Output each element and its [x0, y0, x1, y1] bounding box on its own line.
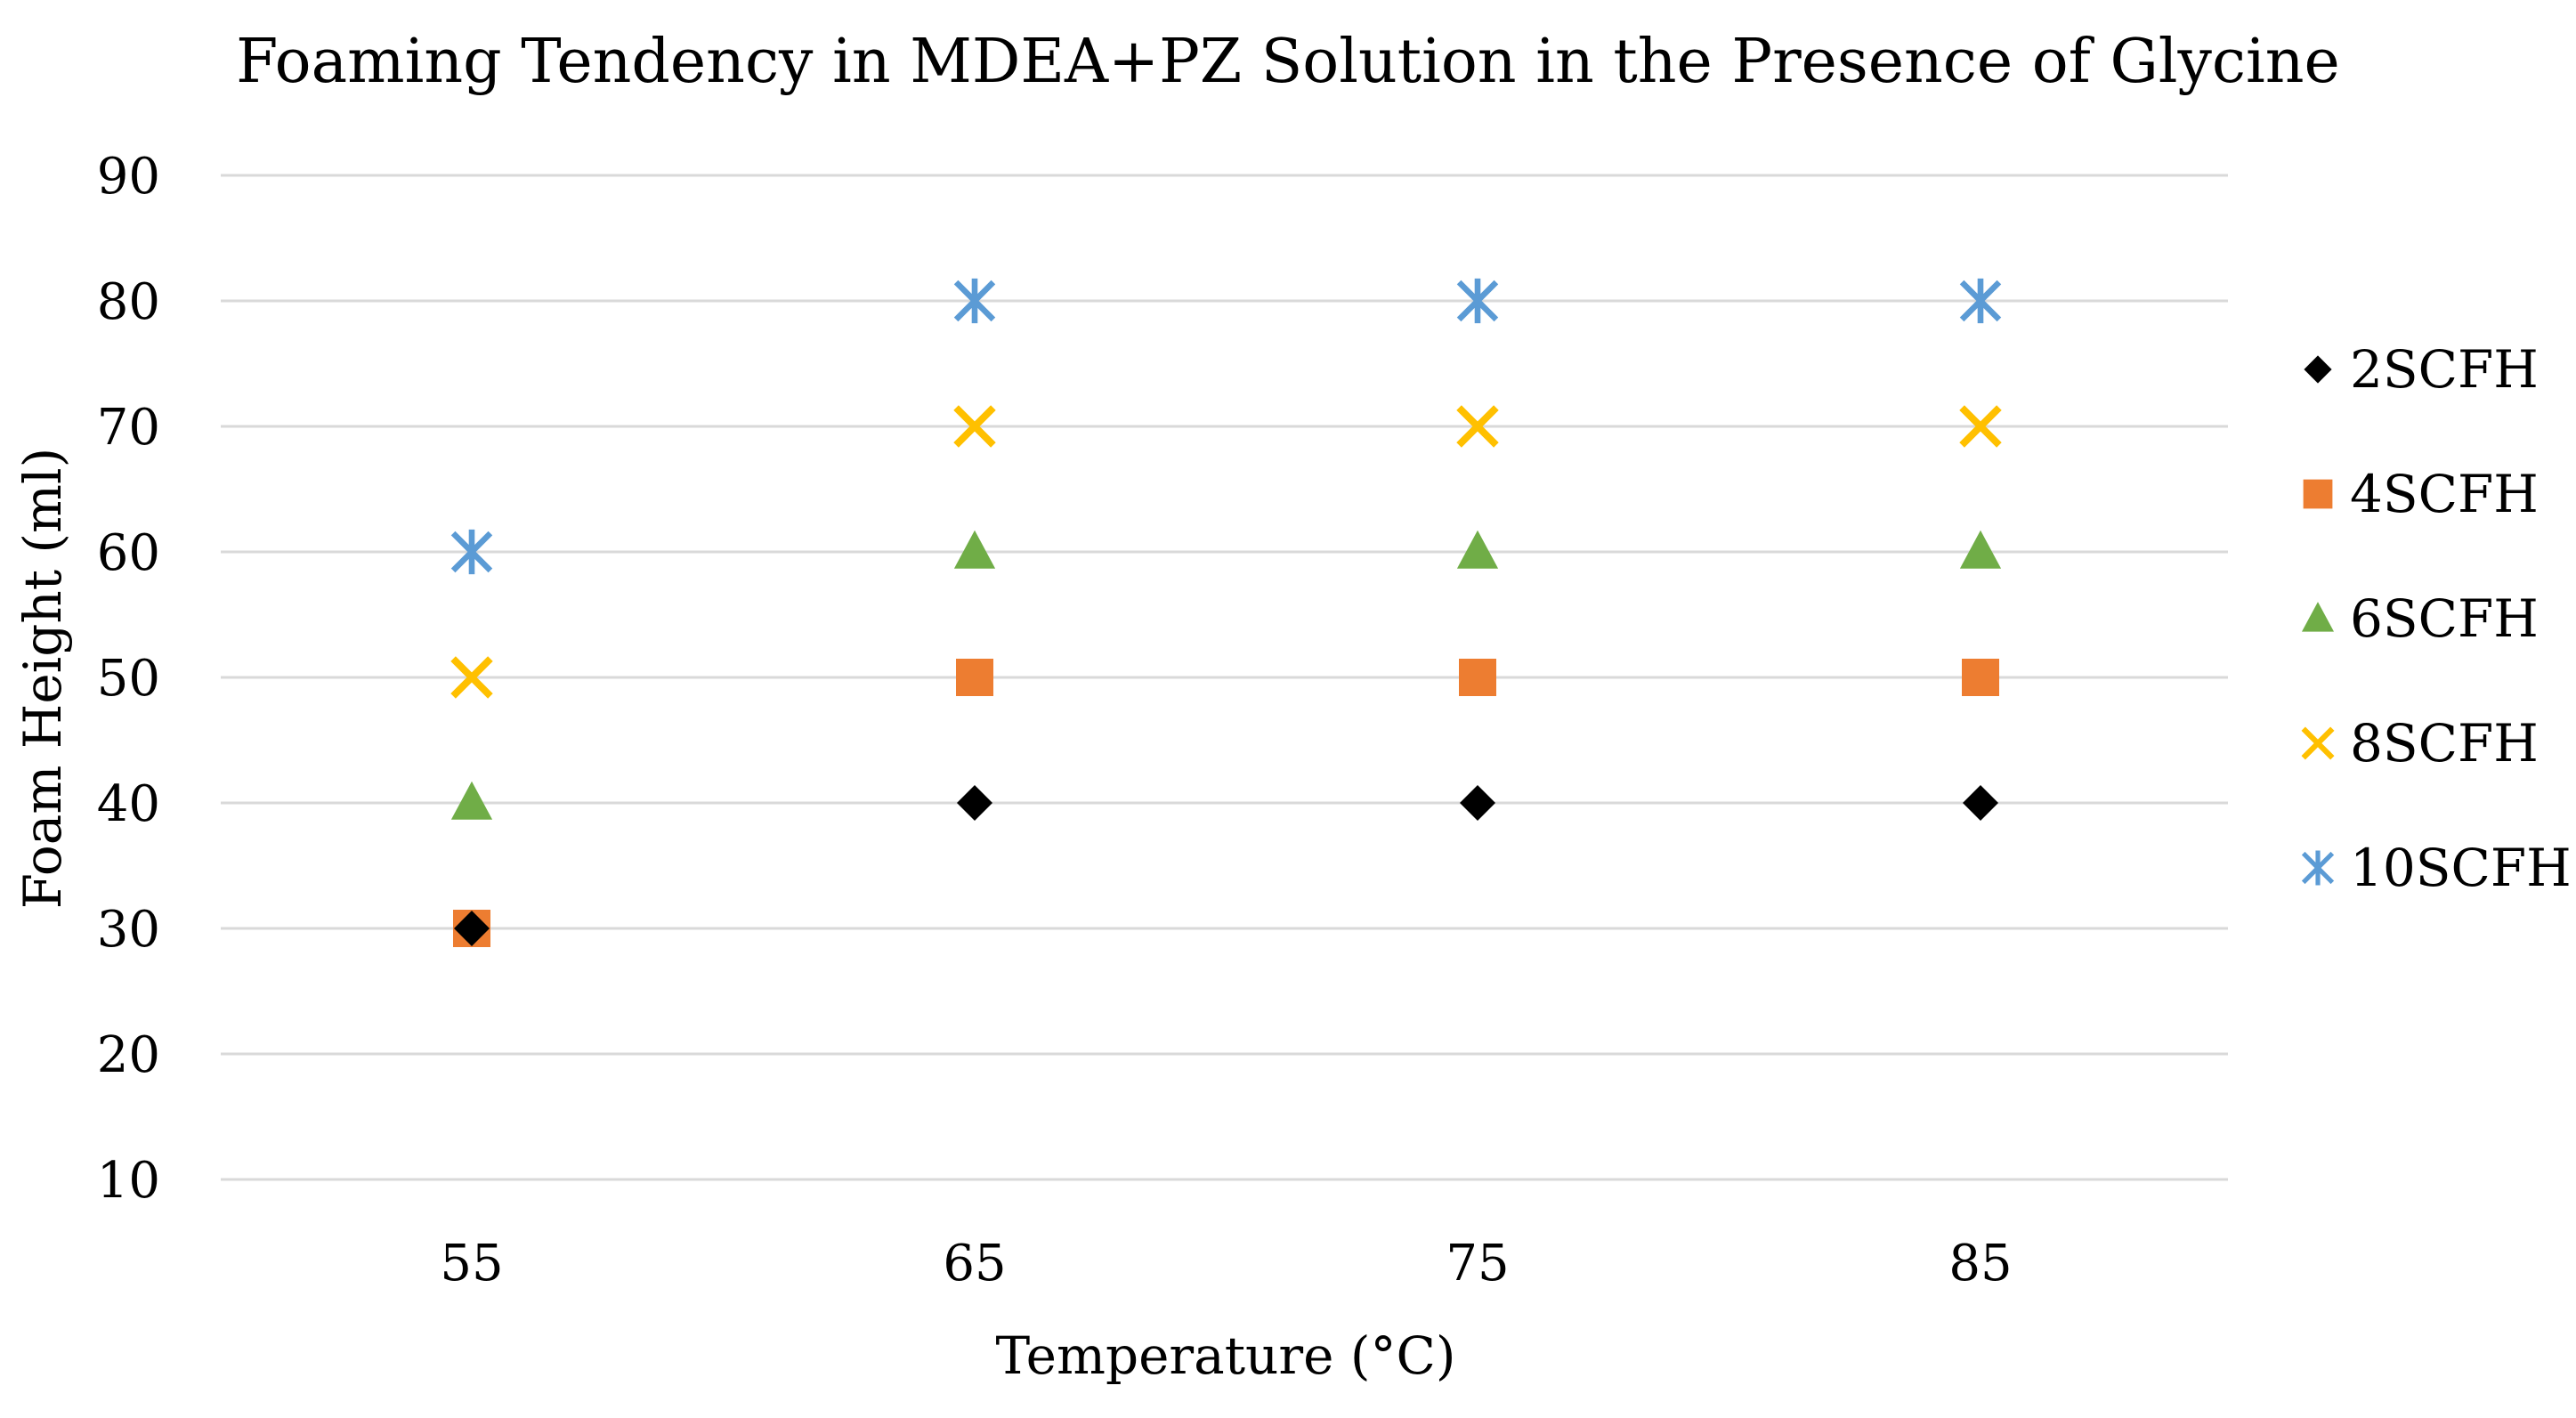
- legend-marker-10SCFH: [2301, 850, 2335, 886]
- point-10SCFH-55-shape: [450, 529, 493, 575]
- point-10SCFH-85: [1959, 278, 2002, 324]
- point-6SCFH-55-shape: [450, 781, 493, 820]
- legend-label-4SCFH: 4SCFH: [2350, 464, 2539, 524]
- point-6SCFH-55: [450, 781, 493, 820]
- legend-item-4SCFH: 4SCFH: [2303, 464, 2539, 524]
- point-4SCFH-75-shape: [1459, 659, 1496, 696]
- series-10SCFH: [450, 278, 2002, 575]
- point-10SCFH-75: [1456, 278, 1499, 324]
- series-2SCFH: [454, 785, 1998, 946]
- x-axis-title: Temperature (°C): [995, 1325, 1455, 1386]
- point-2SCFH-55: [454, 911, 490, 946]
- y-tick-label-20: 20: [97, 1026, 160, 1084]
- x-tick-label-75: 75: [1446, 1235, 1509, 1292]
- point-4SCFH-65-shape: [956, 659, 993, 696]
- point-8SCFH-85: [1959, 405, 2002, 448]
- legend-item-2SCFH: 2SCFH: [2304, 339, 2539, 400]
- point-10SCFH-65-shape: [953, 278, 996, 324]
- point-2SCFH-85-shape: [1963, 785, 1998, 821]
- point-2SCFH-75: [1460, 785, 1495, 821]
- point-8SCFH-85-shape: [1959, 405, 2002, 448]
- y-tick-label-70: 70: [97, 399, 160, 457]
- legend-item-10SCFH: 10SCFH: [2301, 838, 2572, 898]
- y-tick-label-50: 50: [97, 650, 160, 708]
- legend-label-8SCFH: 8SCFH: [2350, 713, 2539, 774]
- x-tick-label-55: 55: [440, 1235, 503, 1292]
- legend-marker-6SCFH: [2301, 602, 2335, 632]
- x-tick-label-65: 65: [943, 1235, 1006, 1292]
- point-4SCFH-65: [956, 659, 993, 696]
- point-2SCFH-55-shape: [454, 911, 490, 946]
- point-6SCFH-65: [953, 530, 996, 569]
- legend: 2SCFH 4SCFH 6SCFH 8SCFH 10SCFH: [2301, 339, 2572, 898]
- point-10SCFH-55: [450, 529, 493, 575]
- point-2SCFH-65-shape: [957, 785, 992, 821]
- legend-marker-6SCFH-shape: [2301, 602, 2335, 632]
- point-4SCFH-85-shape: [1962, 659, 1999, 696]
- point-8SCFH-65: [953, 405, 996, 448]
- chart-title: Foaming Tendency in MDEA+PZ Solution in …: [236, 27, 2340, 97]
- y-tick-label-10: 10: [97, 1152, 160, 1210]
- legend-marker-4SCFH: [2303, 479, 2333, 509]
- data-points: [450, 278, 2002, 947]
- x-tick-label-85: 85: [1948, 1235, 2012, 1292]
- y-tick-label-60: 60: [97, 524, 160, 582]
- point-8SCFH-55-shape: [450, 656, 493, 699]
- legend-marker-2SCFH: [2304, 355, 2332, 384]
- point-2SCFH-65: [957, 785, 992, 821]
- point-4SCFH-85: [1962, 659, 1999, 696]
- legend-marker-8SCFH-shape: [2301, 726, 2335, 760]
- legend-marker-10SCFH-shape: [2301, 850, 2335, 886]
- point-4SCFH-75: [1459, 659, 1496, 696]
- point-6SCFH-85: [1959, 530, 2002, 569]
- legend-label-2SCFH: 2SCFH: [2350, 339, 2539, 400]
- point-8SCFH-65-shape: [953, 405, 996, 448]
- series-8SCFH: [450, 405, 2002, 699]
- point-6SCFH-75-shape: [1456, 530, 1499, 569]
- legend-item-6SCFH: 6SCFH: [2301, 588, 2539, 649]
- point-8SCFH-55: [450, 656, 493, 699]
- point-6SCFH-75: [1456, 530, 1499, 569]
- point-10SCFH-75-shape: [1456, 278, 1499, 324]
- y-tick-label-90: 90: [97, 148, 160, 206]
- point-10SCFH-85-shape: [1959, 278, 2002, 324]
- point-8SCFH-75: [1456, 405, 1499, 448]
- legend-item-8SCFH: 8SCFH: [2301, 713, 2539, 774]
- y-axis-ticks: 10 20 30 40 50 60 70 80 90: [97, 148, 160, 1210]
- legend-marker-4SCFH-shape: [2303, 479, 2333, 509]
- y-axis-title: Foam Height (ml): [12, 448, 73, 910]
- legend-label-6SCFH: 6SCFH: [2350, 588, 2539, 649]
- point-2SCFH-75-shape: [1460, 785, 1495, 821]
- point-6SCFH-85-shape: [1959, 530, 2002, 569]
- legend-label-10SCFH: 10SCFH: [2350, 838, 2572, 898]
- gridlines: [221, 174, 2228, 1181]
- point-10SCFH-65: [953, 278, 996, 324]
- y-tick-label-80: 80: [97, 273, 160, 331]
- point-6SCFH-65-shape: [953, 530, 996, 569]
- x-axis-ticks: 55 65 75 85: [440, 1235, 2012, 1292]
- series-6SCFH: [450, 530, 2002, 820]
- legend-marker-8SCFH: [2301, 726, 2335, 760]
- y-tick-label-30: 30: [97, 901, 160, 959]
- point-8SCFH-75-shape: [1456, 405, 1499, 448]
- point-2SCFH-85: [1963, 785, 1998, 821]
- legend-marker-2SCFH-shape: [2304, 355, 2332, 384]
- y-tick-label-40: 40: [97, 775, 160, 833]
